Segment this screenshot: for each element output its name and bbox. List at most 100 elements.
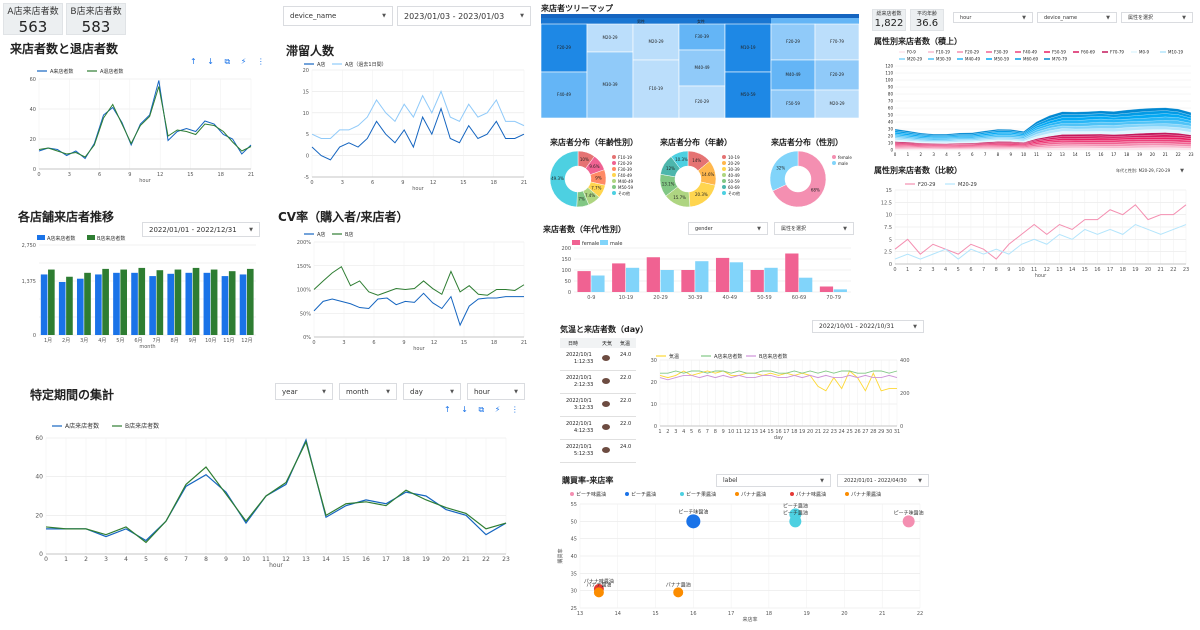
x-tick-label: 10: [242, 556, 250, 563]
x-tick-label: 4: [124, 556, 128, 563]
bar: [228, 271, 236, 335]
col-temp: 気温: [620, 341, 631, 347]
treemap-cell: [586, 51, 634, 119]
attr-dropdown[interactable]: 属性を選択 ▼: [774, 222, 854, 235]
x-tick-label: 70-79: [826, 295, 841, 301]
treemap-cell-label: F20-29: [830, 72, 844, 77]
x-tick-label: 2月: [62, 338, 70, 344]
legend-swatch: [612, 167, 616, 171]
x-tick-label: 5: [144, 556, 148, 563]
year-dropdown[interactable]: year ▼: [275, 383, 333, 400]
gender-dropdown[interactable]: gender ▼: [688, 222, 768, 235]
chevron-down-icon: ▼: [382, 13, 386, 19]
label-dropdown[interactable]: label ▼: [716, 474, 831, 487]
y-tick-label: -5: [304, 175, 309, 181]
y-tick-label: 30: [888, 127, 894, 132]
device-dropdown-value: device_name: [290, 12, 337, 20]
scatter-point: [593, 587, 604, 598]
y-tick-label: 45: [571, 537, 577, 543]
x-axis-label: hour: [139, 178, 151, 184]
hour-dropdown[interactable]: hour ▼: [467, 383, 525, 400]
x-tick-label: 8月: [171, 338, 179, 344]
chevron-down-icon: ▼: [1182, 14, 1186, 21]
compare-dropdown[interactable]: 年代と性別: M20-29, F20-29 ▼: [1110, 166, 1190, 176]
store-date-picker[interactable]: 2022/01/01 - 2022/12/31 ▼: [142, 222, 260, 237]
series-line-1: [894, 204, 1187, 260]
row-time: 1:12:33: [574, 359, 594, 365]
buy-date-picker[interactable]: 2022/01/01 - 2022/04/30 ▼: [837, 474, 929, 487]
series-line-2: [45, 440, 507, 544]
x-tick-label: 9: [128, 172, 131, 178]
point-label: ピーチ醤油: [783, 509, 808, 516]
x-tick-label: 9月: [189, 338, 197, 344]
title-dist-gen: 来店者分布（年齢性別）: [550, 138, 638, 147]
y-tick-label: 20: [888, 134, 894, 139]
weather-icon: [602, 424, 610, 430]
y-tick-label: 0: [890, 148, 893, 153]
x-tick-label: 21: [248, 172, 254, 178]
legend-label: F70-79: [1110, 50, 1124, 55]
day-value: day: [410, 387, 423, 396]
x-tick-label: 6: [371, 180, 374, 186]
legend-label: B店: [345, 231, 353, 238]
bar: [167, 273, 175, 335]
x-tick-label: 0: [894, 152, 897, 157]
bar: [833, 289, 847, 292]
y-tick-label: 0: [654, 424, 657, 430]
kpi-avg-age: 平均年齢 36.6: [910, 9, 944, 31]
table-row: 2022/10/1 1:12:33 24.0: [560, 348, 636, 371]
legend-label: M30-39: [936, 57, 952, 62]
treemap-cell-label: M40-49: [694, 65, 710, 70]
point-label: パナナ味醤油: [584, 578, 614, 585]
x-tick-label: 24: [839, 429, 845, 435]
date-range-picker[interactable]: 2023/01/03 - 2023/01/03 ▼: [397, 6, 531, 26]
bar: [131, 272, 138, 335]
x-tick-label: 18: [491, 340, 497, 346]
legend-label: 30-39: [728, 167, 740, 172]
month-dropdown[interactable]: month ▼: [339, 383, 397, 400]
slice-value: 7%: [578, 197, 585, 202]
chevron-down-icon: ▼: [757, 225, 761, 232]
weather-date-picker[interactable]: 2022/10/01 - 2022/10/31 ▼: [812, 320, 924, 333]
device-dropdown[interactable]: device_name ▼: [283, 6, 393, 26]
x-tick-label: 8: [204, 556, 208, 563]
attr-value: 属性を選択: [781, 226, 807, 232]
bar: [764, 267, 778, 292]
x-tick-label: 16: [1098, 152, 1104, 157]
y-tick-label: 60: [35, 435, 43, 442]
right-device-dropdown[interactable]: device_name ▼: [1037, 12, 1117, 23]
treemap-cell-label: F70-79: [830, 39, 844, 44]
bar: [48, 269, 55, 335]
x-tick-label: 9: [402, 340, 405, 346]
x-tick-label: 10-19: [619, 295, 634, 301]
row-temp: 22.0: [620, 421, 632, 427]
bar: [221, 276, 229, 335]
table-row: 2022/10/1 3:12:33 22.0: [560, 394, 636, 417]
scatter-point: [686, 514, 701, 529]
period-toolbar[interactable]: ↑ ↓ ⧉ ⚡ ⋮: [444, 405, 523, 414]
legend-label: B店来店者数: [759, 353, 787, 360]
treemap-cell-label: M50-59: [740, 92, 756, 97]
legend-label: パナナ味醤油: [796, 491, 826, 498]
x-tick-label: 14: [322, 556, 330, 563]
x-tick-label: 18: [766, 611, 772, 617]
x-tick-label: 7: [706, 429, 709, 435]
right-attr-dropdown[interactable]: 属性を選択 ▼: [1121, 12, 1193, 23]
x-tick-label: 0: [37, 172, 40, 178]
x-tick-label: 1: [64, 556, 68, 563]
legend-swatch: [612, 161, 616, 165]
day-dropdown[interactable]: day ▼: [403, 383, 461, 400]
chart-toolbar[interactable]: ↑ ↓ ⧉ ⚡ ⋮: [190, 57, 269, 66]
slice-value: 10.3%: [675, 157, 688, 162]
x-tick-label: 3: [932, 152, 935, 157]
donut-dist-age: 14% 10-19 14.6% 20-29 20.3% 30-39 15.7% 40-49 13…: [659, 150, 740, 208]
title-dist-sex: 来店者分布（性別）: [771, 138, 843, 147]
treemap-cell-label: M20-29: [829, 101, 845, 106]
legend-label: M40-49: [965, 57, 981, 62]
y-tick-label: 70: [888, 99, 894, 104]
legend-label: ピーチ醤油: [631, 491, 656, 498]
right-hour-dropdown[interactable]: hour ▼: [953, 12, 1033, 23]
x-tick-label: 21: [1158, 267, 1164, 273]
weather-rows: 2022/10/1 1:12:33 24.0 2022/10/1 2:12:33 22.0…: [560, 348, 636, 463]
title-cv: CV率（購入者/来店者）: [278, 210, 409, 224]
